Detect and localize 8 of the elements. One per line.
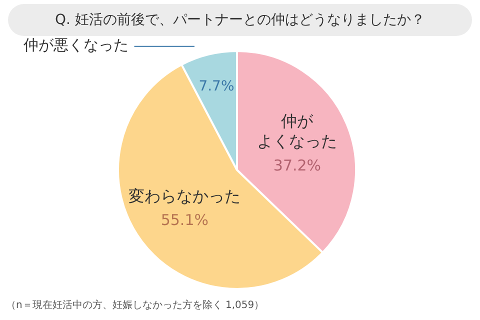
slice-label: 仲が悪くなった <box>23 36 128 54</box>
data-label: 55.1% <box>160 211 208 230</box>
data-label: 37.2% <box>273 156 322 174</box>
chart-title: Q. 妊活の前後で、パートナーとの仲はどうなりましたか？ <box>8 4 472 36</box>
data-label: 7.7% <box>198 78 234 94</box>
text: （n＝現在妊活中の方、妊娠しなかった方を除く 1,059） <box>6 298 264 312</box>
slice-label: 変わらなかった <box>128 186 241 206</box>
slice-label: 仲がよくなった <box>257 112 338 151</box>
